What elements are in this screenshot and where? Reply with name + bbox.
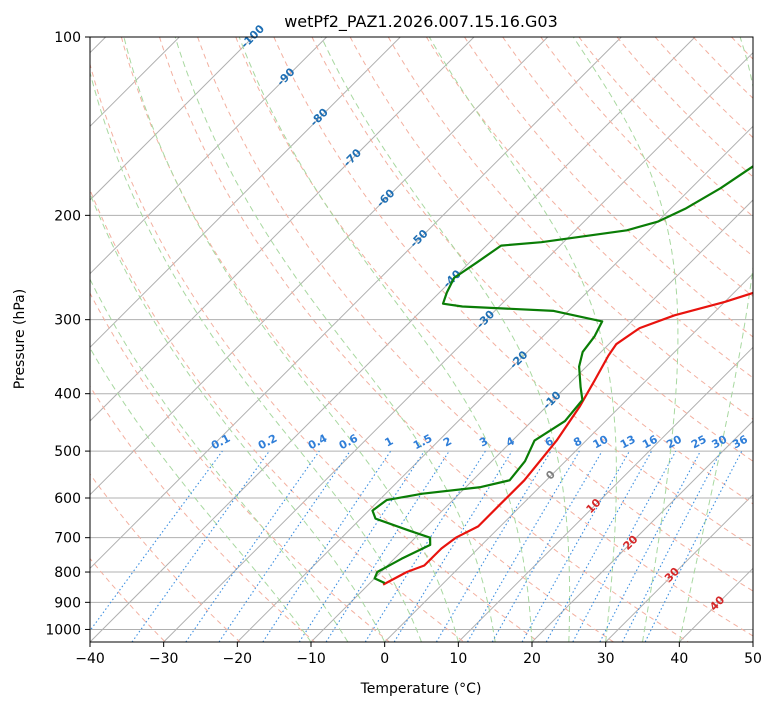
y-tick-label: 300	[54, 313, 81, 329]
dry-adiabat-line	[616, 37, 753, 178]
isotherm-line	[90, 37, 401, 349]
isotherm-line	[531, 420, 753, 642]
isotherm-line	[90, 37, 328, 275]
moist-adiabat-line	[678, 37, 753, 642]
mixing-ratio-label: 13	[618, 433, 638, 452]
dry-adiabat-line	[349, 37, 753, 462]
y-tick-label: 600	[54, 491, 81, 507]
plot-frame	[89, 36, 754, 643]
isotherm-line	[605, 493, 753, 642]
mixing-ratio-line	[545, 450, 653, 642]
isotherm-line	[90, 37, 475, 422]
isotherm-line	[90, 37, 549, 496]
y-tick-label: 100	[54, 30, 81, 46]
y-axis: 100 200 300 400 500 600 700 800 900 1000	[45, 30, 90, 638]
moist-adiabat-line	[174, 37, 496, 642]
mixing-ratio-line	[644, 450, 743, 642]
x-axis-title: Temperature (°C)	[360, 681, 482, 697]
profile-layer	[371, 165, 753, 586]
x-tick-label: −40	[75, 651, 105, 667]
dry-adiabat-line	[90, 292, 390, 642]
dry-adiabat-line	[197, 37, 753, 637]
mixing-ratio-label: 16	[640, 433, 660, 452]
x-tick-label: 0	[380, 651, 389, 667]
dry-adiabat-line	[120, 37, 614, 642]
y-tick-label: 1000	[45, 622, 81, 638]
dry-adiabat-line	[502, 37, 753, 298]
mixing-ratio-line	[262, 450, 392, 642]
moist-adiabat-line	[320, 37, 571, 642]
mixing-ratio-label: 25	[689, 433, 709, 452]
dry-adiabat-line	[273, 37, 753, 548]
x-axis: −40 −30 −20 −10 0 10 20 30 40 50	[75, 642, 762, 667]
isotherm-line	[90, 37, 696, 642]
dry-adiabat-line	[578, 37, 753, 218]
dry-adiabat-line	[425, 37, 753, 379]
moist-adiabat-line	[90, 70, 422, 642]
mixing-ratio-line	[572, 450, 677, 642]
x-tick-label: 30	[597, 651, 615, 667]
x-tick-label: −30	[149, 651, 179, 667]
y-tick-label: 700	[54, 531, 81, 547]
y-tick-label: 200	[54, 208, 81, 224]
moist-adiabat-line	[90, 278, 349, 642]
moist-adiabat-line	[90, 347, 312, 642]
dry-adiabat-line	[311, 37, 753, 505]
dry-adiabat-line	[387, 37, 753, 420]
x-tick-label: 40	[670, 651, 688, 667]
y-tick-label: 900	[54, 595, 81, 611]
mixing-ratio-line	[131, 450, 270, 642]
dry-adiabat-line	[90, 473, 241, 642]
y-tick-label: 800	[54, 565, 81, 581]
x-tick-label: 10	[449, 651, 467, 667]
moist-adiabat-line	[90, 192, 386, 642]
y-tick-label: 400	[54, 387, 81, 403]
x-tick-label: 20	[523, 651, 541, 667]
isotherm-line	[310, 199, 753, 642]
mixing-ratio-line	[298, 450, 425, 642]
y-axis-title: Pressure (hPa)	[12, 289, 28, 389]
mixing-ratio-label: 10	[591, 433, 611, 452]
isotherm-line	[90, 37, 254, 201]
y-tick-label: 500	[54, 444, 81, 460]
isotherm-line	[384, 272, 753, 642]
x-tick-label: −20	[223, 651, 253, 667]
isotherm-line	[90, 37, 622, 570]
mixing-ratio-line	[393, 450, 513, 642]
isotherm-line	[236, 125, 753, 642]
mixing-ratio-label: 36	[730, 433, 750, 452]
mixing-ratio-line	[218, 450, 351, 642]
background-lines	[90, 37, 753, 642]
moist-adiabat-line	[123, 37, 459, 642]
mixing-ratio-label: 20	[664, 433, 684, 452]
dry-adiabat-line	[235, 37, 753, 592]
moist-adiabat-line	[428, 37, 617, 642]
dewpoint-profile-line	[371, 165, 753, 585]
mixing-ratio-line	[90, 450, 223, 632]
moist-adiabat-line	[572, 37, 679, 642]
x-tick-label: −10	[296, 651, 326, 667]
isotherm-line	[163, 51, 753, 642]
dry-adiabat-line	[464, 37, 753, 338]
moist-adiabat-line	[238, 37, 533, 642]
mixing-ratio-line	[325, 450, 450, 642]
mixing-ratio-label: 30	[710, 433, 730, 452]
isotherm-line	[457, 346, 753, 642]
mixing-ratio-line	[185, 450, 320, 642]
temperature-profile-line	[382, 291, 753, 586]
chart-title: wetPf2_PAZ1.2026.007.15.16.G03	[284, 12, 558, 32]
x-tick-label: 50	[744, 651, 762, 667]
dry-adiabat-line	[159, 37, 689, 642]
mixing-ratio-line	[521, 450, 630, 642]
